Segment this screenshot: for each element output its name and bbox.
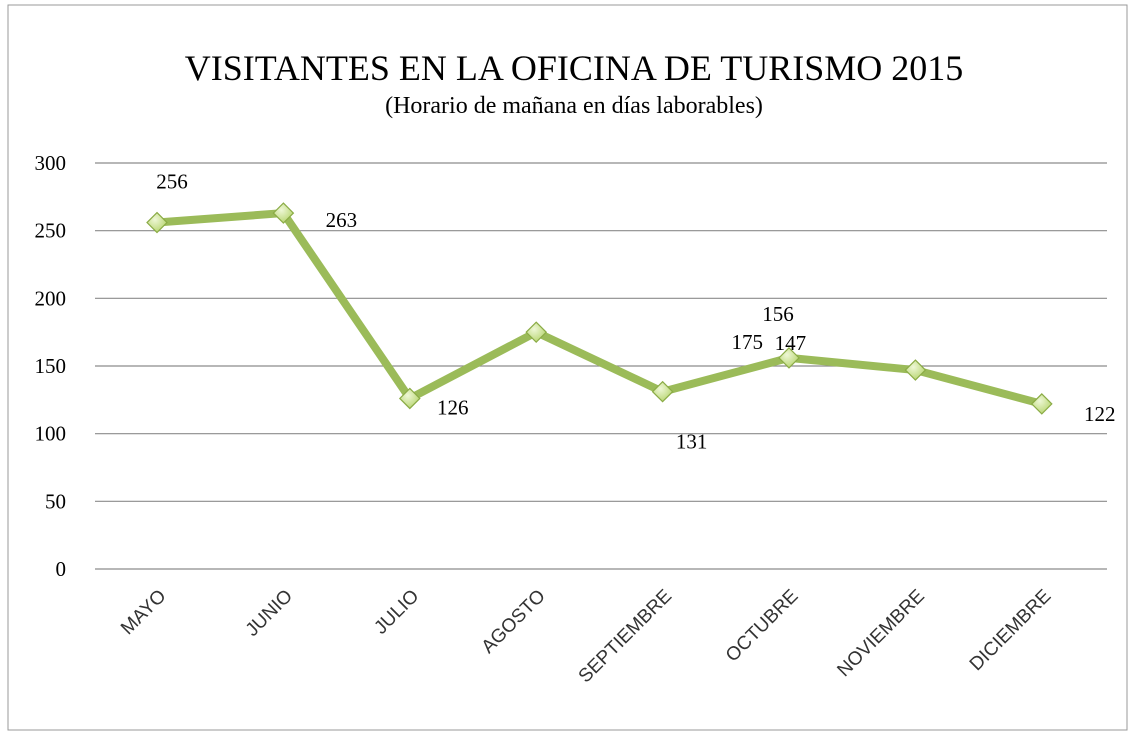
data-label: 122 xyxy=(1084,402,1116,426)
marker xyxy=(1030,393,1053,415)
y-tick-label: 200 xyxy=(35,286,67,310)
chart-subtitle: (Horario de mañana en días laborables) xyxy=(385,93,763,119)
data-label: 131 xyxy=(676,430,708,454)
y-tick-label: 100 xyxy=(35,422,67,446)
marker xyxy=(525,321,548,344)
data-label: 175 xyxy=(731,330,763,354)
marker xyxy=(651,380,674,403)
data-label: 126 xyxy=(437,395,469,419)
y-tick-label: 300 xyxy=(35,151,67,175)
marker xyxy=(778,347,800,369)
marker xyxy=(272,202,295,224)
marker xyxy=(904,359,927,381)
marker xyxy=(398,387,421,410)
y-tick-label: 0 xyxy=(56,557,67,581)
data-label: 263 xyxy=(326,208,358,232)
chart-title: VISITANTES EN LA OFICINA DE TURISMO 2015 xyxy=(185,48,963,88)
y-tick-label: 50 xyxy=(45,489,66,513)
y-tick-label: 150 xyxy=(35,354,67,378)
data-label: 147 xyxy=(775,331,807,355)
y-tick-label: 250 xyxy=(35,219,67,243)
data-label: 256 xyxy=(156,170,188,194)
chart-frame xyxy=(7,4,1128,731)
marker xyxy=(146,211,168,234)
data-label: 156 xyxy=(762,302,794,326)
line xyxy=(156,209,1043,408)
